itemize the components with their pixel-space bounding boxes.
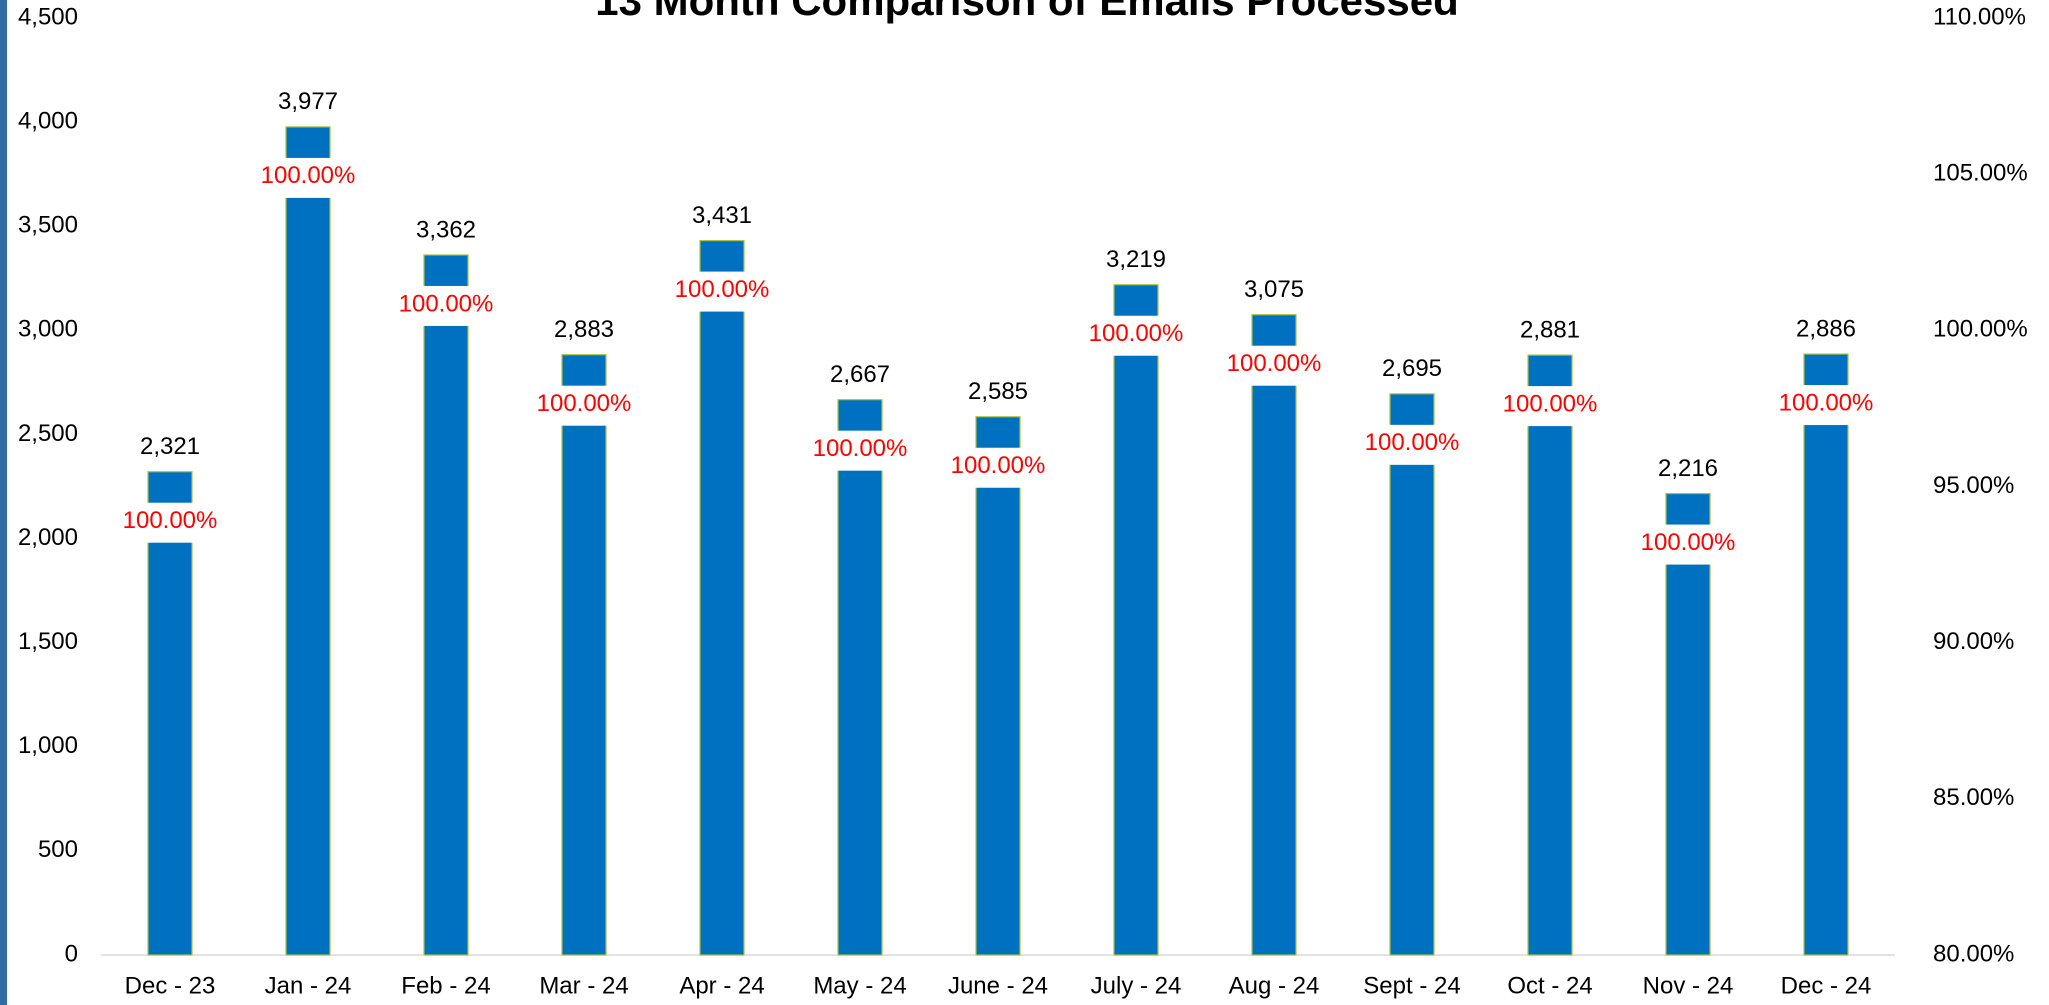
- y2-data-label: 100.00%: [1365, 429, 1460, 456]
- y2-data-label: 100.00%: [1779, 389, 1874, 416]
- bar: [975, 416, 1021, 956]
- y2-data-label: 100.00%: [537, 390, 632, 417]
- bar: [699, 239, 745, 956]
- label-background: [561, 385, 607, 426]
- y2-tick-label: 105.00%: [1933, 160, 2028, 187]
- x-tick-label: Apr - 24: [679, 972, 764, 999]
- data-label: 3,431: [692, 202, 752, 229]
- y2-tick-label: 80.00%: [1933, 940, 2014, 967]
- data-label: 3,362: [416, 216, 476, 243]
- label-background: [147, 502, 193, 543]
- label-background: [837, 430, 883, 471]
- y2-tick-label: 90.00%: [1933, 628, 2014, 655]
- y2-tick-label: 85.00%: [1933, 784, 2014, 811]
- chart-title: 13 Month Comparison of Emails Processed: [595, 0, 1459, 24]
- frame-edge: [0, 0, 7, 1005]
- data-label: 3,075: [1244, 276, 1304, 303]
- bar: [1665, 492, 1711, 956]
- x-tick-label: Dec - 23: [125, 972, 216, 999]
- label-background: [423, 285, 469, 326]
- data-label: 2,886: [1796, 315, 1856, 342]
- x-tick-label: Feb - 24: [401, 972, 490, 999]
- bar: [1803, 353, 1849, 956]
- label-background: [1527, 386, 1573, 427]
- y2-data-label: 100.00%: [399, 290, 494, 317]
- x-tick-label: May - 24: [813, 972, 906, 999]
- y2-data-label: 100.00%: [1227, 350, 1322, 377]
- y2-data-label: 100.00%: [123, 507, 218, 534]
- data-label: 2,695: [1382, 355, 1442, 382]
- y-tick-label: 4,500: [18, 3, 78, 30]
- y2-data-label: 100.00%: [675, 276, 770, 303]
- y2-data-label: 100.00%: [1641, 529, 1736, 556]
- y2-data-label: 100.00%: [951, 452, 1046, 479]
- x-tick-label: June - 24: [948, 972, 1048, 999]
- label-background: [1251, 345, 1297, 386]
- bar: [1251, 314, 1297, 956]
- bar: [1389, 393, 1435, 956]
- x-tick-label: Dec - 24: [1781, 972, 1872, 999]
- bar: [561, 354, 607, 956]
- x-tick-label: Mar - 24: [539, 972, 628, 999]
- x-tick-label: Jan - 24: [265, 972, 352, 999]
- label-background: [1113, 315, 1159, 356]
- data-label: 2,883: [554, 316, 614, 343]
- x-tick-label: Oct - 24: [1507, 972, 1592, 999]
- data-label: 2,321: [140, 433, 200, 460]
- y2-tick-label: 95.00%: [1933, 472, 2014, 499]
- label-background: [975, 447, 1021, 488]
- y2-data-label: 100.00%: [261, 162, 356, 189]
- y2-data-label: 100.00%: [1503, 390, 1598, 417]
- y-tick-label: 4,000: [18, 107, 78, 134]
- y-tick-label: 2,500: [18, 420, 78, 447]
- y2-data-label: 100.00%: [1089, 320, 1184, 347]
- y-tick-label: 0: [65, 940, 78, 967]
- y-tick-label: 3,000: [18, 316, 78, 343]
- bar: [147, 471, 193, 956]
- bar: [285, 126, 331, 956]
- y-tick-label: 1,000: [18, 732, 78, 759]
- data-label: 3,219: [1106, 246, 1166, 273]
- bar: [1113, 284, 1159, 956]
- data-label: 2,667: [830, 361, 890, 388]
- data-label: 2,881: [1520, 316, 1580, 343]
- data-label: 2,216: [1658, 455, 1718, 482]
- x-tick-label: July - 24: [1091, 972, 1182, 999]
- label-background: [285, 157, 331, 198]
- label-background: [1665, 524, 1711, 565]
- bar: [1527, 354, 1573, 956]
- y-tick-label: 500: [38, 836, 78, 863]
- x-tick-label: Aug - 24: [1229, 972, 1320, 999]
- y2-tick-label: 110.00%: [1933, 3, 2026, 30]
- data-label: 2,585: [968, 378, 1028, 405]
- y-tick-label: 2,000: [18, 524, 78, 551]
- bar: [837, 399, 883, 956]
- bar: [423, 254, 469, 956]
- label-background: [1389, 424, 1435, 465]
- y-tick-label: 1,500: [18, 628, 78, 655]
- label-background: [1803, 385, 1849, 426]
- y2-tick-label: 100.00%: [1933, 316, 2028, 343]
- y-tick-label: 3,500: [18, 212, 78, 239]
- data-label: 3,977: [278, 88, 338, 115]
- x-tick-label: Nov - 24: [1643, 972, 1734, 999]
- x-tick-label: Sept - 24: [1363, 972, 1460, 999]
- y2-data-label: 100.00%: [813, 435, 908, 462]
- label-background: [699, 271, 745, 312]
